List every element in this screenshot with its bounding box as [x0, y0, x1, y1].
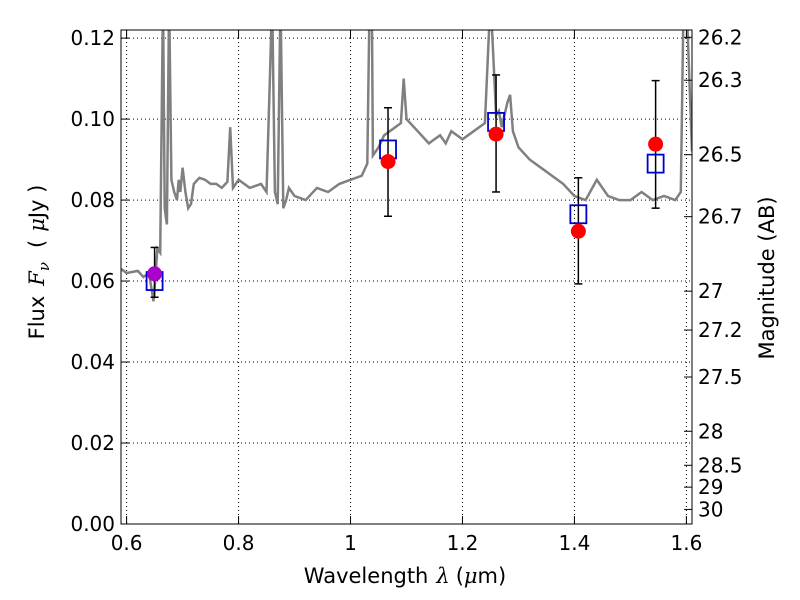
- y2-tick-label: 27: [698, 279, 723, 303]
- x-tick-label: 1.4: [559, 531, 591, 555]
- observed-point: [147, 266, 163, 282]
- observed-point: [488, 126, 504, 142]
- model-spectrum-line: [121, 30, 692, 302]
- y2-tick-label: 26.2: [698, 25, 743, 49]
- model-photometry-square: [569, 204, 588, 225]
- x-axis-ticks: 0.6 0.8 1 1.2 1.4 1.6: [111, 30, 702, 555]
- y-tick-label: 0.00: [70, 512, 115, 536]
- x-tick-label: 0.8: [223, 531, 255, 555]
- y2-tick-label: 29: [698, 475, 723, 499]
- y-tick-label: 0.04: [70, 350, 115, 374]
- y2-tick-label: 28.5: [698, 453, 743, 477]
- x-axis-label: Wavelength λ (μm): [304, 564, 506, 588]
- plot-frame: [120, 29, 693, 525]
- y2-tick-label: 27.5: [698, 365, 743, 389]
- y2-tick-label: 26.3: [698, 68, 743, 92]
- y-tick-label: 0.08: [70, 188, 115, 212]
- y-tick-label: 0.12: [70, 26, 115, 50]
- y2-tick-label: 30: [698, 497, 723, 521]
- plot-border: [120, 29, 693, 525]
- y-tick-label: 0.10: [70, 107, 115, 131]
- y2-tick-label: 28: [698, 419, 723, 443]
- x-tick-label: 1: [344, 531, 357, 555]
- model-photometry-square: [646, 153, 665, 174]
- y-tick-label: 0.06: [70, 269, 115, 293]
- y2-tick-label: 26.7: [698, 205, 743, 229]
- y-tick-label: 0.02: [70, 431, 115, 455]
- observed-markers: [147, 126, 664, 282]
- y2-tick-label: 26.5: [698, 143, 743, 167]
- x-tick-label: 1.6: [670, 531, 702, 555]
- y2-tick-label: 27.2: [698, 318, 743, 342]
- observed-point: [648, 136, 664, 152]
- x-tick-label: 0.6: [111, 531, 143, 555]
- y-axis-ticks: 0.00 0.02 0.04 0.06 0.08 0.10 0.12: [70, 26, 129, 536]
- model-spectrum: [121, 30, 692, 302]
- observed-point: [380, 154, 396, 170]
- observed-point: [570, 223, 586, 239]
- x-tick-label: 1.2: [447, 531, 479, 555]
- y-axis-label: FluxFν(μJy ): [25, 185, 53, 340]
- y2-axis-label: Magnitude (AB): [755, 196, 779, 359]
